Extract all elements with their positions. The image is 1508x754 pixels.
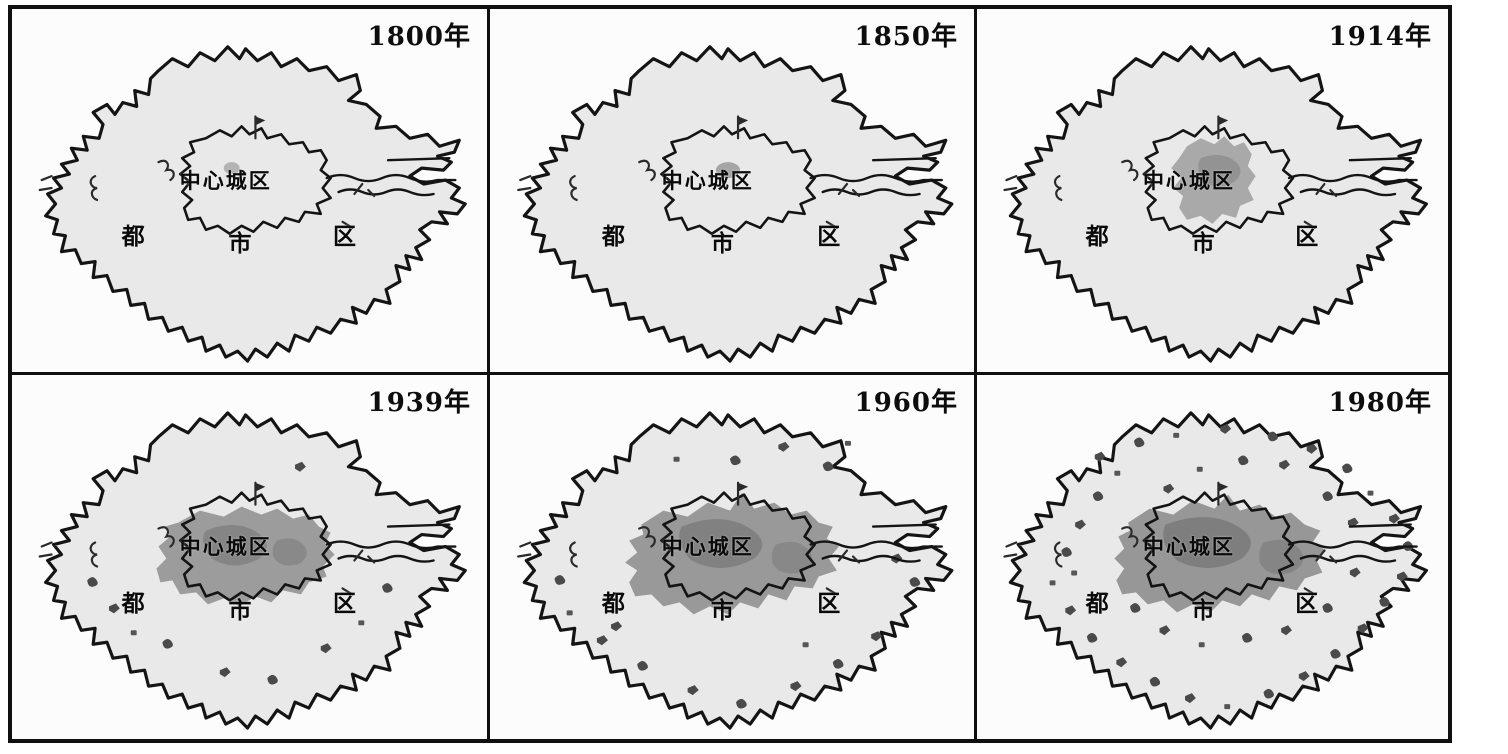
metro-area-label-char2: 市 xyxy=(1191,231,1215,258)
metro-area-label-char1: 都 xyxy=(1085,590,1109,617)
map-grid: 中心城区 都 市 区 1800年 中心城区 都 市 区 1850年 中心城区 都… xyxy=(8,5,1452,743)
year-label-1800: 1800年 xyxy=(367,22,471,52)
metro-area-label-char1: 都 xyxy=(1085,224,1109,251)
year-label-1960: 1960年 xyxy=(854,388,958,418)
year-label-1980: 1980年 xyxy=(1328,388,1432,418)
metro-area-label-char3: 区 xyxy=(1295,590,1319,617)
year-label-1939: 1939年 xyxy=(367,388,471,418)
central-city-label: 中心城区 xyxy=(661,168,754,193)
central-city-label: 中心城区 xyxy=(179,168,272,193)
metro-area-label-char1: 都 xyxy=(601,224,625,251)
central-city-label: 中心城区 xyxy=(1142,535,1235,560)
central-city-label: 中心城区 xyxy=(661,535,754,560)
map-panel-1914: 中心城区 都 市 区 1914年 xyxy=(977,9,1448,375)
year-label-1914: 1914年 xyxy=(1328,22,1432,52)
metro-area-label-char3: 区 xyxy=(817,590,841,617)
map-panel-1850: 中心城区 都 市 区 1850年 xyxy=(490,9,977,375)
map-panel-1980: 中心城区 都 市 区 1980年 xyxy=(977,375,1448,739)
metro-area-label-char3: 区 xyxy=(333,590,356,617)
map-panel-1960: 中心城区 都 市 区 1960年 xyxy=(490,375,977,739)
metro-area-label-char2: 市 xyxy=(228,597,252,624)
metro-area-label-char2: 市 xyxy=(228,231,252,258)
metro-area-label-char1: 都 xyxy=(121,590,145,617)
metro-area-label-char1: 都 xyxy=(601,590,625,617)
metro-area-label-char2: 市 xyxy=(710,597,734,624)
map-panel-1939: 中心城区 都 市 区 1939年 xyxy=(12,375,490,739)
metro-area-label-char3: 区 xyxy=(817,224,841,251)
central-city-label: 中心城区 xyxy=(179,535,272,560)
metro-area-label-char2: 市 xyxy=(710,231,734,258)
year-label-1850: 1850年 xyxy=(854,22,958,52)
central-city-label: 中心城区 xyxy=(1142,168,1235,193)
metro-area-label-char2: 市 xyxy=(1191,597,1215,624)
map-panel-1800: 中心城区 都 市 区 1800年 xyxy=(12,9,490,375)
metro-area-label-char1: 都 xyxy=(121,224,145,251)
metro-area-label-char3: 区 xyxy=(333,224,356,251)
metro-area-label-char3: 区 xyxy=(1295,224,1319,251)
